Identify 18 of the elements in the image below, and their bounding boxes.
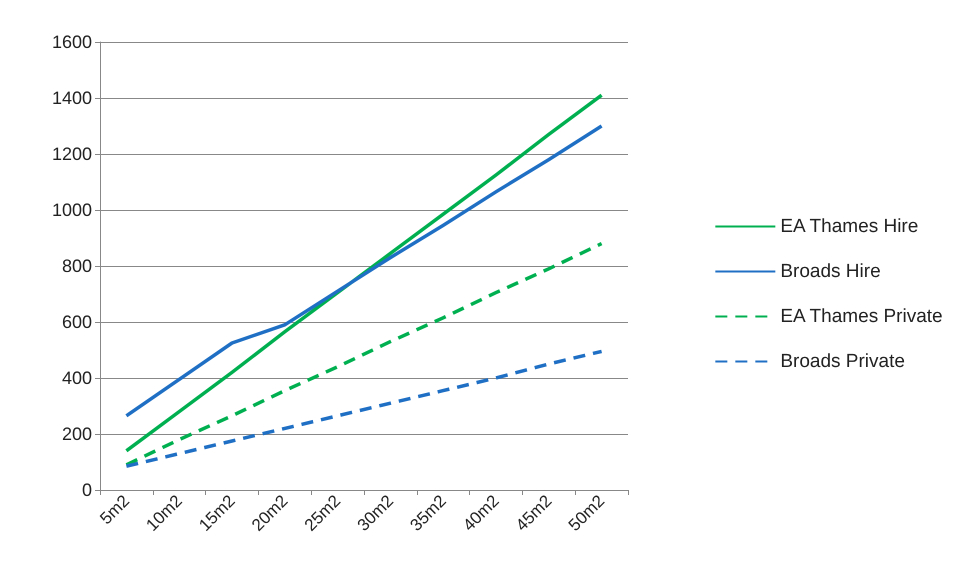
line-series: [124, 242, 604, 467]
legend-label: Broads Private: [780, 351, 905, 372]
y-tick-label: 800: [62, 256, 92, 276]
y-tick-label: 400: [62, 368, 92, 388]
legend-label: EA Thames Hire: [780, 216, 918, 237]
y-tick-label: 1000: [52, 200, 92, 220]
y-tick-label: 600: [62, 312, 92, 332]
line-series: [124, 350, 604, 468]
y-tick-label: 1400: [52, 88, 92, 108]
legend-label: EA Thames Private: [780, 306, 943, 327]
line-series: [124, 124, 604, 418]
y-tick-label: 200: [62, 424, 92, 444]
line-series: [124, 93, 604, 453]
y-tick-label: 0: [82, 480, 92, 500]
y-tick-label: 1600: [52, 32, 92, 52]
legend-label: Broads Hire: [780, 261, 881, 282]
x-tick-label: 5m2: [96, 491, 134, 528]
y-tick-label: 1200: [52, 144, 92, 164]
